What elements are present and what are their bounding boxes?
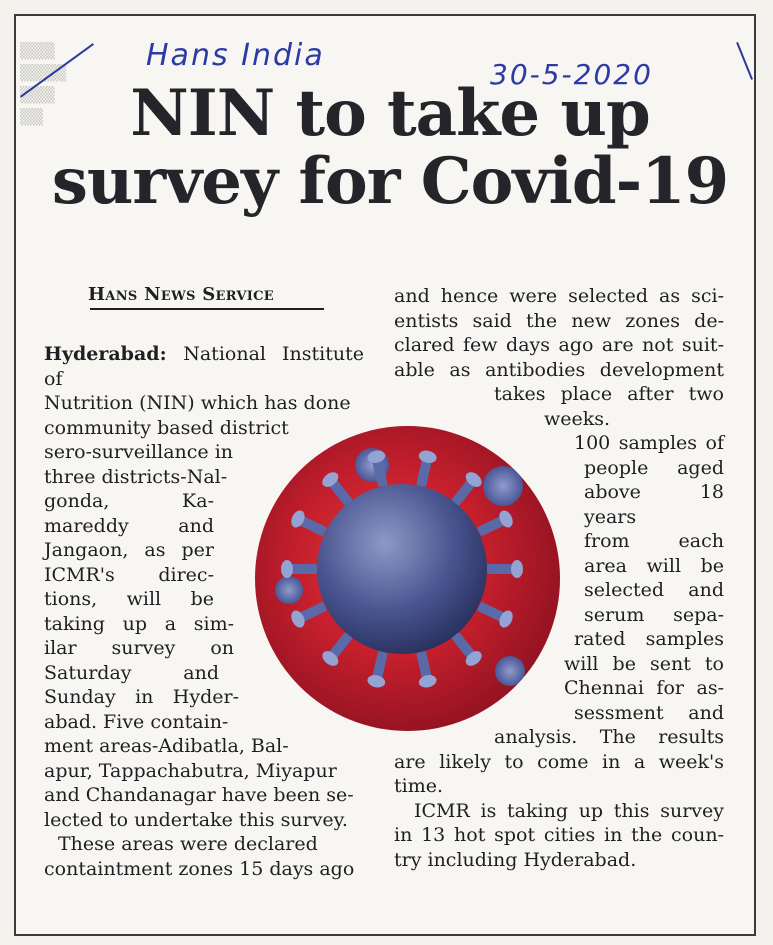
article-line: apur, Tappachabutra, Miyapur xyxy=(44,759,337,782)
virus-particle-small xyxy=(275,576,303,604)
article-line: community based district xyxy=(44,416,289,439)
handwritten-publication: Hans India xyxy=(146,38,325,73)
article-line: three districts-Nal- xyxy=(44,465,228,488)
article-line: try including Hyderabad. xyxy=(394,848,637,871)
article-line: abad. Five contain- xyxy=(44,710,229,733)
virus-core xyxy=(317,484,487,654)
article-line: ICMR is taking up this survey xyxy=(414,799,724,822)
dateline: Hyderabad: xyxy=(44,343,184,365)
virus-particle-small xyxy=(495,656,525,686)
article-line: ilar survey on xyxy=(44,637,234,659)
article-line: weeks. xyxy=(544,407,611,430)
article-line: are likely to come in a week's xyxy=(394,750,724,773)
article-line: containtment zones 15 days ago xyxy=(44,857,355,880)
article-line: gonda, Ka- xyxy=(44,490,214,512)
article-line: selected and xyxy=(584,579,724,601)
article-line: will be sent to xyxy=(564,652,724,675)
byline-rule xyxy=(90,308,324,310)
article-line: entists said the new zones de- xyxy=(394,309,724,332)
article-line: area will be xyxy=(584,554,724,577)
article-text: National Institute of xyxy=(44,343,364,390)
article-line: Chennai for as- xyxy=(564,677,724,699)
article-line: rated samples xyxy=(574,628,724,650)
handwritten-date: 30-5-2020 xyxy=(490,58,653,91)
bleed-through-left: ▒▒▒ ▒▒▒▒ ▒▒▒ ▒▒ xyxy=(20,42,67,126)
article-line: ment areas-Adibatla, Bal- xyxy=(44,735,289,757)
article-line: Nutrition (NIN) which has done xyxy=(44,392,351,414)
virus-particle-small xyxy=(483,466,523,506)
article-line: serum sepa- xyxy=(584,603,724,626)
article-line: sero-surveillance in xyxy=(44,441,234,463)
article-line: taking up a sim- xyxy=(44,612,234,635)
article-line: Saturday and xyxy=(44,661,219,684)
article-line: These areas were declared xyxy=(58,833,318,855)
article-line: 100 samples of xyxy=(574,432,724,454)
coronavirus-image xyxy=(255,426,560,731)
headline: NIN to take up survey for Covid-19 xyxy=(40,80,740,216)
article-line: people aged xyxy=(584,456,724,479)
article-line: Sunday in Hyder- xyxy=(44,686,239,708)
virus-spike xyxy=(371,650,388,683)
article-line: able as antibodies development xyxy=(394,358,724,381)
article-line: ICMR's direc- xyxy=(44,563,214,586)
headline-line-2: survey for Covid-19 xyxy=(51,144,729,219)
article-line: Hyderabad: National Institute of xyxy=(44,342,364,391)
article-column-1: Hyderabad: National Institute of Nutritio… xyxy=(44,342,364,881)
article-line: and Chandanagar have been se- xyxy=(44,784,354,806)
article-line: takes place after two xyxy=(494,383,724,405)
article-line: lected to undertake this survey. xyxy=(44,808,348,831)
article-line: time. xyxy=(394,775,444,797)
article-line: tions, will be xyxy=(44,588,214,610)
byline: Hans News Service xyxy=(88,284,275,305)
article-line: analysis. The results xyxy=(494,726,724,748)
article-line: from each xyxy=(584,530,724,552)
article-column-2: and hence were selected as sci-entists s… xyxy=(394,284,724,872)
article-line: above 18 years xyxy=(584,481,724,528)
article-line: mareddy and xyxy=(44,514,214,537)
article-line: and hence were selected as sci- xyxy=(394,285,724,307)
headline-line-1: NIN to take up xyxy=(130,76,650,151)
article-line: sessment and xyxy=(574,701,724,724)
article-line: in 13 hot spot cities in the coun- xyxy=(394,824,724,846)
article-line: clared few days ago are not suit- xyxy=(394,334,724,356)
article-line: Jangaon, as per xyxy=(44,539,214,561)
